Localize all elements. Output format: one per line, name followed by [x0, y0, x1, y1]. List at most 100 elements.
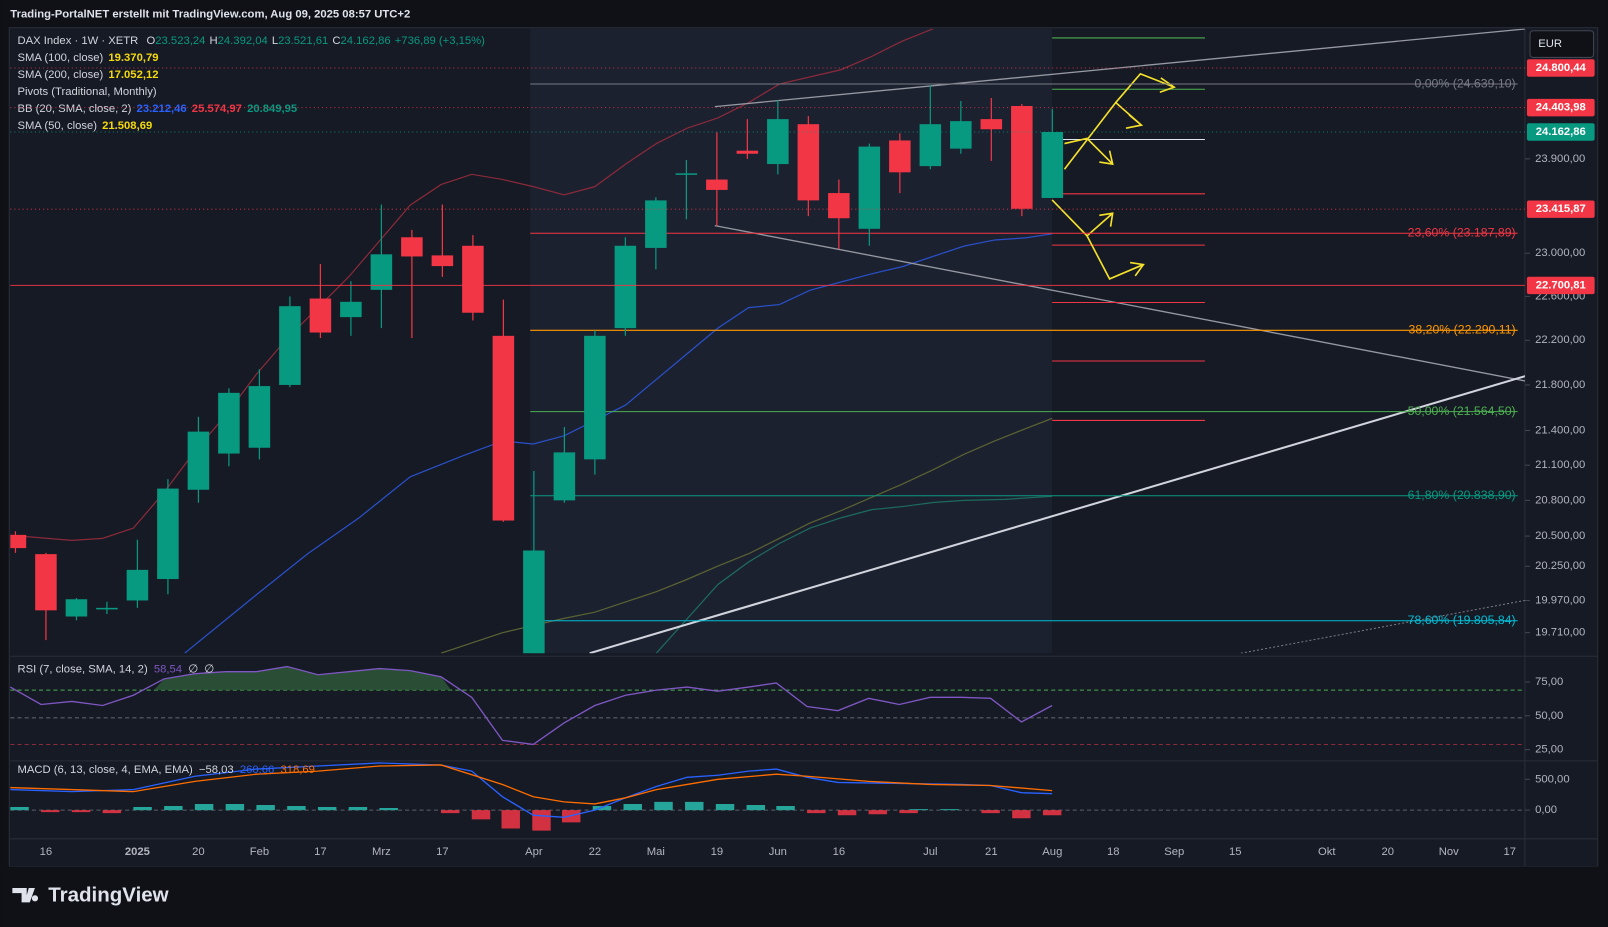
- x-tick-label: 17: [1504, 846, 1517, 858]
- candle-body: [1041, 132, 1064, 198]
- macd-histogram-positive: [10, 801, 959, 811]
- candle-body: [309, 298, 332, 333]
- price-label-box: [1526, 98, 1595, 117]
- x-tick-label: Aug: [1042, 846, 1062, 858]
- candle-body: [980, 119, 1003, 130]
- change: +736,89 (+3,15%): [395, 35, 485, 47]
- candle-body: [858, 146, 881, 229]
- ohlc-key: L: [272, 35, 278, 47]
- macd-legend: MACD (6, 13, close, 4, EMA, EMA) −58,03 26…: [17, 764, 314, 776]
- candle-body: [279, 306, 301, 385]
- x-tick-label: 19: [711, 846, 724, 858]
- y-tick-label: 23.900,00: [1535, 153, 1585, 165]
- fib-range-background: [530, 28, 1053, 654]
- trend-line: [1240, 599, 1525, 654]
- bb-basis-line: [184, 233, 1053, 654]
- price-label-box: [1526, 123, 1595, 141]
- rsi-value: 58,54: [154, 664, 182, 676]
- x-tick-label: 16: [40, 846, 53, 858]
- macd-value: 260,66: [240, 764, 274, 776]
- rsi-overbought-fill: [153, 666, 452, 691]
- trend-line: [714, 224, 1525, 382]
- rsi-legend: RSI (7, close, SMA, 14, 2) 58,54 ∅ ∅: [17, 664, 214, 676]
- indicator-name: BB (20, SMA, close, 2): [17, 103, 131, 115]
- price-label: 23.415,87: [1536, 203, 1586, 215]
- macd-line: [10, 762, 1053, 818]
- candle-body: [736, 150, 759, 154]
- legend-main: DAX Index · 1W · XETR O23.523,24 H24.392,0…: [17, 35, 485, 47]
- macd-value: −58,03: [199, 764, 234, 776]
- y-tick-label: 21.400,00: [1535, 424, 1585, 436]
- ohlc-value: 23.521,61: [278, 35, 328, 47]
- arrow: [1064, 137, 1114, 166]
- fib-label: 38,20% (22.290,11): [1409, 323, 1516, 337]
- fib-label: 61,80% (20.838,90): [1408, 488, 1516, 502]
- arrow: [1086, 235, 1145, 280]
- y-tick-label: 20.500,00: [1535, 530, 1585, 542]
- rsi-name: RSI (7, close, SMA, 14, 2): [17, 664, 147, 676]
- y-tick-label: 19.710,00: [1535, 627, 1585, 639]
- candle-body: [462, 245, 484, 313]
- logo-icon: [12, 888, 39, 903]
- rsi-tick-label: 75,00: [1535, 676, 1563, 688]
- x-tick-label: 16: [833, 846, 846, 858]
- indicator-legend: SMA (100, close) 19.370,79: [17, 52, 158, 64]
- candle-body: [218, 392, 240, 454]
- ohlc-value: 23.523,24: [155, 35, 205, 47]
- x-tick-label: Feb: [250, 846, 269, 858]
- candle-body: [553, 452, 576, 501]
- candle-body: [523, 550, 545, 654]
- y-tick-label: 20.800,00: [1535, 494, 1585, 506]
- indicator-value: 17.052,12: [108, 69, 158, 81]
- indicator-legend: SMA (50, close) 21.508,69: [17, 120, 152, 132]
- indicator-name: Pivots (Traditional, Monthly): [17, 86, 156, 98]
- x-tick-label: Mai: [647, 846, 665, 858]
- ohlc-key: O: [147, 35, 156, 47]
- candle-body: [401, 237, 423, 257]
- candle-body: [645, 200, 667, 248]
- logo-text: TradingView: [48, 884, 168, 907]
- x-tick-label: 2025: [125, 846, 150, 858]
- currency-box[interactable]: [1529, 30, 1595, 58]
- x-tick-label: 18: [1107, 846, 1120, 858]
- candle-body: [248, 386, 271, 448]
- fib-label: 50,00% (21.564,50): [1408, 404, 1516, 418]
- candle-body: [828, 193, 850, 219]
- currency[interactable]: EUR: [1538, 38, 1562, 50]
- candle-body: [187, 431, 210, 490]
- x-tick-label: Okt: [1318, 846, 1336, 858]
- price-label: 22.700,81: [1536, 279, 1586, 291]
- candle-body: [126, 569, 149, 601]
- footer: [0, 866, 1608, 927]
- ohlc-key: C: [332, 35, 340, 47]
- fib-label: 23,60% (23.187,89): [1408, 225, 1516, 239]
- x-tick-label: Sep: [1164, 846, 1184, 858]
- ohlc-key: H: [210, 35, 218, 47]
- candle-body: [157, 488, 179, 580]
- macd-tick-label: 500,00: [1535, 773, 1569, 785]
- indicator-legend: BB (20, SMA, close, 2) 23.212,46 25.574,97…: [17, 103, 297, 115]
- price-label: 24.800,44: [1536, 62, 1587, 74]
- candle-body: [10, 534, 27, 549]
- symbol: DAX Index · 1W · XETR: [17, 35, 138, 47]
- bb-lower-line: [655, 495, 1053, 654]
- x-tick-label: 21: [985, 846, 998, 858]
- indicator-value: 25.574,97: [192, 103, 242, 115]
- candle-body: [950, 121, 972, 149]
- candle-body: [889, 140, 911, 173]
- candle-body: [675, 173, 698, 175]
- x-tick-label: 22: [589, 846, 602, 858]
- y-tick-label: 19.970,00: [1535, 594, 1585, 606]
- header-title: Trading-PortalNET erstellt mit TradingVi…: [10, 8, 410, 20]
- fib-label: 0,00% (24.639,10): [1414, 76, 1515, 90]
- macd-pane: [10, 762, 1525, 831]
- indicator-value: 23.212,46: [137, 103, 187, 115]
- macd-tick-label: 0,00: [1535, 804, 1557, 816]
- candle-body: [706, 179, 728, 190]
- x-tick-label: 15: [1229, 846, 1242, 858]
- scenario-arrows: [1051, 72, 1176, 280]
- x-tick-label: Nov: [1439, 846, 1459, 858]
